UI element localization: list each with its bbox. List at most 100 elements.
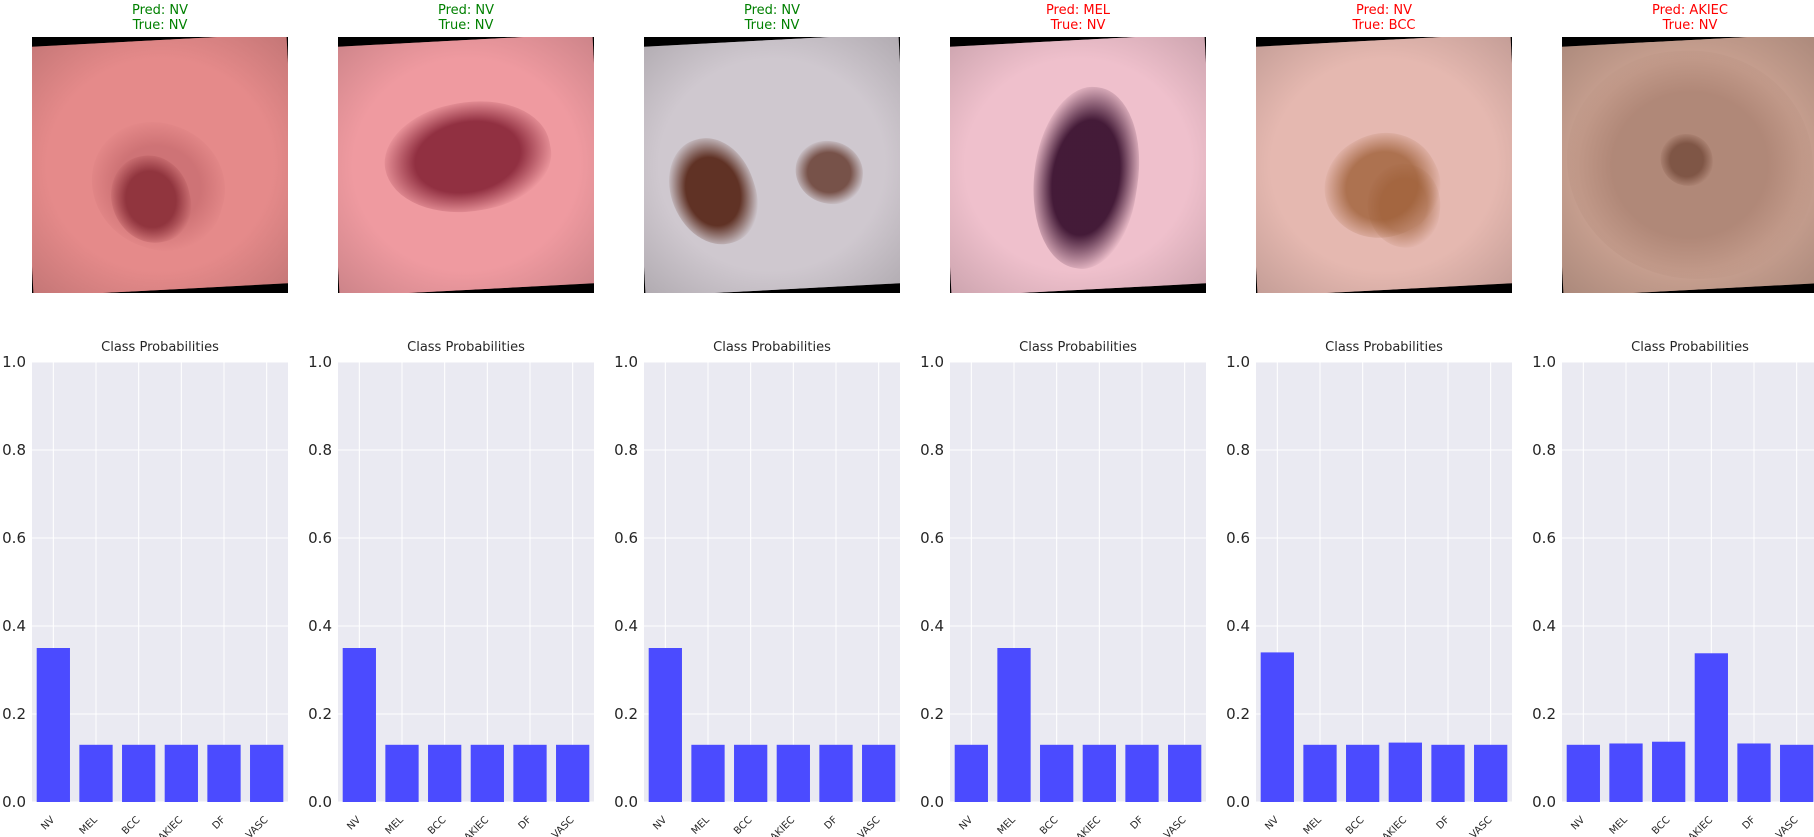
- x-tick-label: MEL: [384, 814, 407, 837]
- y-tick-label: 0.2: [308, 705, 332, 723]
- x-tick-label: AKIEC: [156, 815, 185, 837]
- x-tick-label: VASC: [1774, 815, 1800, 837]
- probability-bar-chart: 0.0 0.2 0.4 0.6 0.8 1.0 NV MEL BCC AKIEC DF VASC: [1532, 353, 1814, 837]
- probability-bar: [513, 744, 547, 802]
- probability-bar: [1431, 744, 1465, 802]
- x-tick-label: DF: [1129, 814, 1146, 831]
- x-tick-label: MEL: [1608, 814, 1631, 837]
- prediction-label: Pred: NV: [743, 3, 801, 18]
- y-tick-label: 0.8: [1532, 441, 1556, 459]
- x-tick-label: AKIEC: [462, 815, 491, 837]
- probability-bar: [997, 648, 1031, 802]
- probability-bar-chart: 0.0 0.2 0.4 0.6 0.8 1.0 NV MEL BCC AKIEC DF VASC: [2, 353, 288, 837]
- y-tick-label: 0.2: [920, 705, 944, 723]
- prediction-label: Pred: AKIEC: [1652, 3, 1728, 18]
- skin-background: [950, 37, 1206, 293]
- skin-lesion-image: [1562, 37, 1814, 293]
- x-tick-label: AKIEC: [1074, 815, 1103, 837]
- lesion-spot: [791, 137, 867, 208]
- sample-panel: Pred: NV True: NV Class Probabilities 0.0 0.…: [612, 0, 900, 837]
- sample-panel: Pred: AKIEC True: NV Class Probabilities 0.…: [1530, 0, 1814, 837]
- lesion-spot: [656, 126, 770, 257]
- chart-title: Class Probabilities: [1325, 340, 1443, 355]
- probability-bar: [1346, 744, 1380, 802]
- chart-title: Class Probabilities: [407, 340, 525, 355]
- chart-title: Class Probabilities: [713, 340, 831, 355]
- y-tick-label: 1.0: [1226, 353, 1250, 371]
- y-tick-label: 0.0: [2, 793, 26, 811]
- x-tick-label: NV: [957, 814, 975, 832]
- x-tick-label: VASC: [550, 815, 576, 837]
- plot-area: [1562, 362, 1814, 802]
- probability-bar: [1737, 743, 1771, 802]
- x-tick-label: VASC: [1468, 815, 1494, 837]
- probability-bar: [734, 744, 768, 802]
- probability-bar: [1780, 744, 1814, 802]
- ground-truth-label: True: NV: [132, 18, 188, 33]
- probability-bar: [954, 744, 988, 802]
- probability-bar: [1260, 652, 1294, 802]
- y-tick-label: 0.8: [920, 441, 944, 459]
- y-tick-label: 0.8: [2, 441, 26, 459]
- skin-background: [644, 37, 900, 293]
- probability-bar: [648, 648, 682, 802]
- lesion-spot: [375, 87, 560, 227]
- chart-title: Class Probabilities: [1019, 340, 1137, 355]
- prediction-label: Pred: NV: [437, 3, 495, 18]
- plot-area: [1256, 362, 1512, 802]
- probability-bar: [122, 744, 156, 802]
- probability-bar: [164, 744, 198, 802]
- probability-bar: [556, 744, 590, 802]
- probability-bar: [470, 744, 504, 802]
- probability-bar: [385, 744, 419, 802]
- probability-bar: [342, 648, 376, 802]
- probability-bar: [691, 744, 725, 802]
- sample-panel: Pred: MEL True: NV Class Probabilities 0.0 0…: [918, 0, 1206, 837]
- y-tick-label: 1.0: [920, 353, 944, 371]
- x-tick-label: BCC: [732, 815, 754, 837]
- y-tick-label: 1.0: [2, 353, 26, 371]
- y-tick-label: 0.4: [614, 617, 638, 635]
- y-tick-label: 0.0: [1532, 793, 1556, 811]
- y-tick-label: 0.4: [2, 617, 26, 635]
- skin-lesion-image: [950, 37, 1206, 293]
- y-tick-label: 0.0: [308, 793, 332, 811]
- ground-truth-label: True: BCC: [1352, 18, 1416, 33]
- x-tick-label: AKIEC: [768, 815, 797, 837]
- skin-lesion-image: [32, 37, 288, 293]
- probability-bar: [1566, 744, 1600, 802]
- y-tick-label: 0.8: [308, 441, 332, 459]
- x-tick-label: VASC: [856, 815, 882, 837]
- x-tick-label: NV: [39, 814, 57, 832]
- y-tick-label: 0.8: [614, 441, 638, 459]
- y-tick-label: 0.0: [614, 793, 638, 811]
- skin-background: [32, 37, 288, 293]
- plot-area: [338, 362, 594, 802]
- probability-bar: [1168, 744, 1202, 802]
- probability-bar: [1388, 742, 1422, 802]
- x-tick-label: DF: [1741, 814, 1758, 831]
- y-tick-label: 0.6: [2, 529, 26, 547]
- y-tick-label: 0.6: [920, 529, 944, 547]
- x-tick-label: BCC: [426, 815, 448, 837]
- x-tick-label: BCC: [120, 815, 142, 837]
- plot-area: [950, 362, 1206, 802]
- sample-panel: Pred: NV True: NV Class Probabilities 0.0 0.…: [0, 0, 288, 837]
- lesion-spot: [75, 106, 241, 266]
- probability-bar: [862, 744, 896, 802]
- x-tick-label: MEL: [1302, 814, 1325, 837]
- x-tick-label: VASC: [1162, 815, 1188, 837]
- y-tick-label: 1.0: [308, 353, 332, 371]
- ground-truth-label: True: NV: [744, 18, 800, 33]
- ground-truth-label: True: NV: [1050, 18, 1106, 33]
- x-tick-label: NV: [1263, 814, 1281, 832]
- y-tick-label: 1.0: [614, 353, 638, 371]
- y-tick-label: 0.4: [920, 617, 944, 635]
- x-tick-label: NV: [1569, 814, 1587, 832]
- sample-panel: Pred: NV True: NV Class Probabilities 0.0 0.…: [306, 0, 594, 837]
- probability-bar: [1694, 653, 1728, 802]
- x-tick-label: AKIEC: [1686, 815, 1715, 837]
- y-tick-label: 0.6: [1532, 529, 1556, 547]
- prediction-label: Pred: MEL: [1045, 3, 1111, 18]
- y-tick-label: 0.4: [1226, 617, 1250, 635]
